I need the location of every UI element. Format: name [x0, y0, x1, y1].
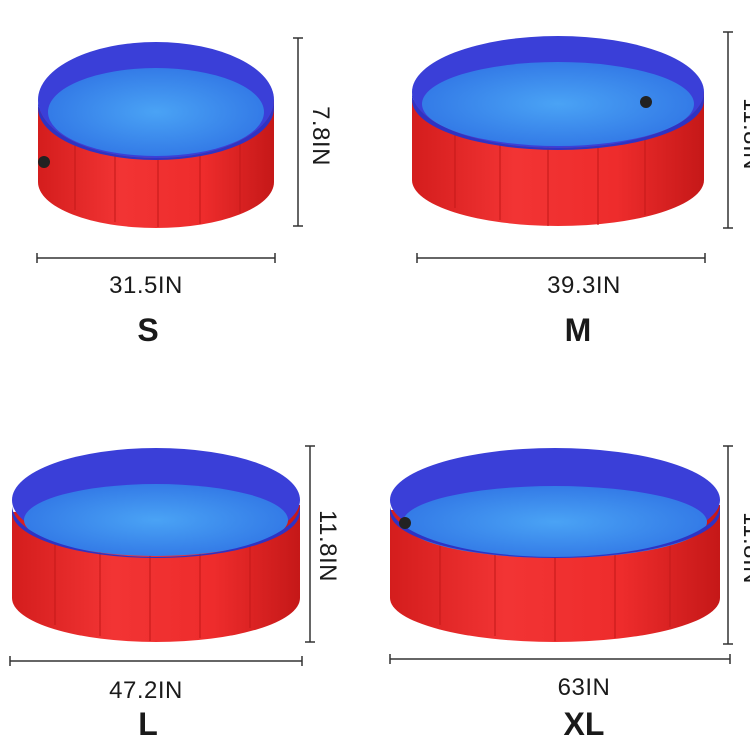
pool-xl-size-label: XL: [563, 706, 605, 742]
pool-xl-diameter: 63IN: [557, 674, 611, 701]
pool-l-diameter: 47.2IN: [109, 677, 183, 704]
pool-m-height: 11.8IN: [738, 98, 750, 170]
pool-l-height: 11.8IN: [314, 510, 341, 582]
pool-s-height: 7.8IN: [307, 106, 334, 166]
pool-l-image: [12, 448, 300, 642]
pool-m-image: [412, 36, 704, 226]
pool-s-diameter: 31.5IN: [109, 272, 183, 299]
pool-l-size-label: L: [138, 706, 158, 742]
dimension-lines: [9, 31, 733, 666]
pool-m-size-label: M: [564, 312, 592, 348]
pool-m-diameter: 39.3IN: [547, 272, 621, 299]
pool-s-image: [38, 42, 274, 228]
pool-xl-height: 11.8IN: [738, 512, 750, 584]
pool-xl-image: [390, 448, 720, 642]
pool-s-size-label: S: [137, 312, 159, 348]
